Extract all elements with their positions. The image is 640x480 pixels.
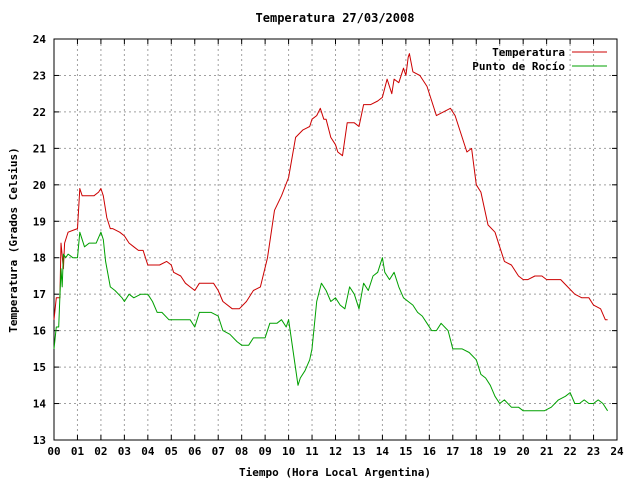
x-tick-label: 13 xyxy=(352,445,365,458)
x-tick-label: 15 xyxy=(399,445,412,458)
series-line-temperatura xyxy=(53,53,608,321)
y-tick-label: 22 xyxy=(33,106,46,119)
x-tick-label: 03 xyxy=(118,445,131,458)
x-tick-label: 10 xyxy=(282,445,295,458)
x-axis-label: Tiempo (Hora Local Argentina) xyxy=(239,466,431,479)
x-tick-label: 05 xyxy=(165,445,178,458)
x-tick-label: 21 xyxy=(540,445,554,458)
y-tick-label: 19 xyxy=(33,215,46,228)
y-tick-label: 13 xyxy=(33,434,46,447)
y-tick-label: 15 xyxy=(33,361,46,374)
y-tick-label: 20 xyxy=(33,179,46,192)
x-tick-label: 16 xyxy=(423,445,437,458)
y-tick-label: 17 xyxy=(33,288,46,301)
x-tick-label: 08 xyxy=(235,445,248,458)
x-tick-label: 24 xyxy=(610,445,624,458)
y-tick-label: 21 xyxy=(33,142,47,155)
y-tick-label: 16 xyxy=(33,325,47,338)
axis-ticks: 00 01 02 03 04 05 06 07 08 09 10 11 12 13 14 15 16 17 18 19… xyxy=(33,33,624,458)
x-tick-label: 18 xyxy=(470,445,483,458)
x-tick-label: 14 xyxy=(376,445,390,458)
chart-title: Temperatura 27/03/2008 xyxy=(256,11,415,25)
x-tick-label: 19 xyxy=(493,445,506,458)
x-tick-label: 07 xyxy=(212,445,225,458)
y-tick-label: 23 xyxy=(33,69,46,82)
series-line-punto-de-rocio xyxy=(53,231,609,412)
x-tick-label: 04 xyxy=(141,445,155,458)
x-tick-label: 01 xyxy=(71,445,85,458)
y-tick-label: 18 xyxy=(33,252,46,265)
x-tick-label: 23 xyxy=(587,445,600,458)
x-tick-label: 02 xyxy=(94,445,107,458)
grid xyxy=(54,39,617,440)
x-tick-label: 20 xyxy=(517,445,530,458)
x-tick-label: 17 xyxy=(446,445,459,458)
x-tick-label: 11 xyxy=(305,445,319,458)
x-tick-label: 12 xyxy=(329,445,342,458)
y-tick-label: 24 xyxy=(33,33,47,46)
y-tick-label: 14 xyxy=(33,398,47,411)
x-tick-label: 06 xyxy=(188,445,202,458)
y-axis-label: Temperatura (Grados Celsius) xyxy=(7,147,20,332)
series-lines xyxy=(53,53,609,412)
x-tick-label: 09 xyxy=(259,445,272,458)
legend-label: Punto de Rocío xyxy=(472,60,565,73)
legend-label: Temperatura xyxy=(492,46,565,59)
x-tick-label: 22 xyxy=(563,445,576,458)
x-tick-label: 00 xyxy=(47,445,60,458)
